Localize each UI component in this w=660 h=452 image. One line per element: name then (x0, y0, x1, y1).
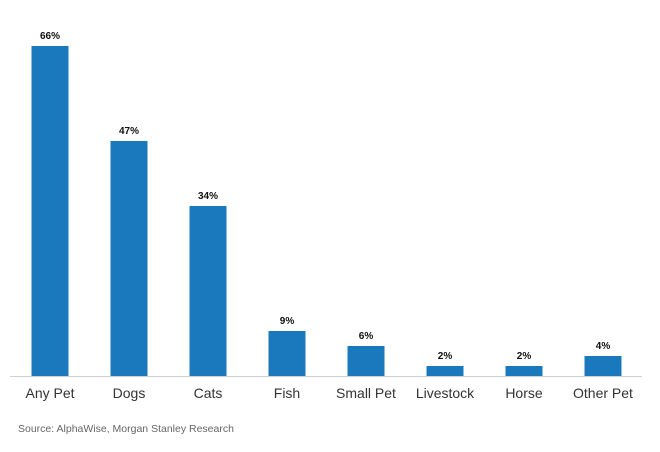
category-labels-group: Any Pet Dogs Cats Fish Small Pet Livestock Hor… (25, 385, 633, 401)
value-label-fish: 9% (280, 316, 295, 327)
category-label-small-pet: Small Pet (336, 385, 396, 401)
bar-dogs (110, 141, 148, 376)
value-label-dogs: 47% (119, 126, 139, 137)
bar-small-pet (347, 346, 385, 376)
category-label-cats: Cats (194, 385, 223, 401)
category-label-dogs: Dogs (113, 385, 146, 401)
category-label-fish: Fish (274, 385, 300, 401)
bar-other-pet (584, 356, 622, 376)
value-label-other-pet: 4% (596, 341, 611, 352)
value-label-any-pet: 66% (40, 31, 60, 42)
category-label-other-pet: Other Pet (573, 385, 633, 401)
category-label-livestock: Livestock (416, 385, 475, 401)
bar-any-pet (31, 46, 69, 376)
bars-group (31, 46, 622, 376)
value-label-small-pet: 6% (359, 331, 374, 342)
category-label-any-pet: Any Pet (25, 385, 74, 401)
source-note: Source: AlphaWise, Morgan Stanley Resear… (18, 423, 234, 435)
bar-fish (268, 331, 306, 376)
value-labels-group: 66% 47% 34% 9% 6% 2% 2% 4% (40, 31, 610, 362)
category-label-horse: Horse (505, 385, 543, 401)
value-label-horse: 2% (517, 351, 532, 362)
value-label-cats: 34% (198, 191, 218, 202)
bar-cats (189, 206, 227, 376)
bar-livestock (426, 366, 464, 376)
value-label-livestock: 2% (438, 351, 453, 362)
bar-horse (505, 366, 543, 376)
